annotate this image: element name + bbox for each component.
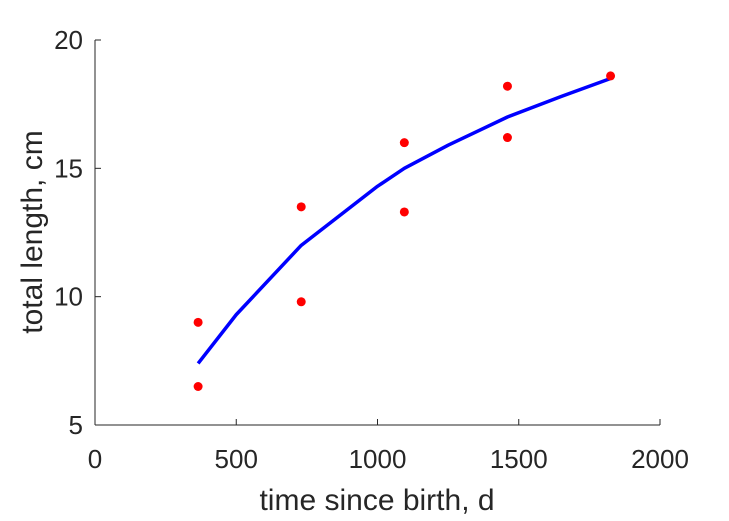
y-axis-label: total length, cm — [16, 130, 49, 333]
x-axis-label: time since birth, d — [259, 484, 494, 517]
data-point — [606, 71, 616, 81]
plot-area — [193, 71, 616, 391]
y-tick-label: 15 — [54, 153, 83, 183]
data-point — [296, 297, 306, 307]
axes: 0 500 1000 1500 2000 5 10 15 20 — [54, 25, 689, 474]
x-tick-label: 1500 — [490, 444, 548, 474]
y-tick-label: 20 — [54, 25, 83, 55]
x-tick-label: 500 — [215, 444, 258, 474]
x-tick-label: 0 — [88, 444, 102, 474]
data-point — [502, 133, 512, 143]
data-point — [399, 138, 409, 148]
x-tick-label: 1000 — [349, 444, 407, 474]
data-point — [193, 382, 203, 391]
y-tick-label: 10 — [54, 282, 83, 312]
data-point — [502, 81, 512, 91]
y-tick-label: 5 — [69, 410, 83, 440]
data-point — [296, 202, 306, 212]
x-tick-label: 2000 — [631, 444, 689, 474]
data-point — [193, 317, 203, 327]
fit-curve — [196, 76, 612, 365]
data-point — [399, 207, 409, 217]
